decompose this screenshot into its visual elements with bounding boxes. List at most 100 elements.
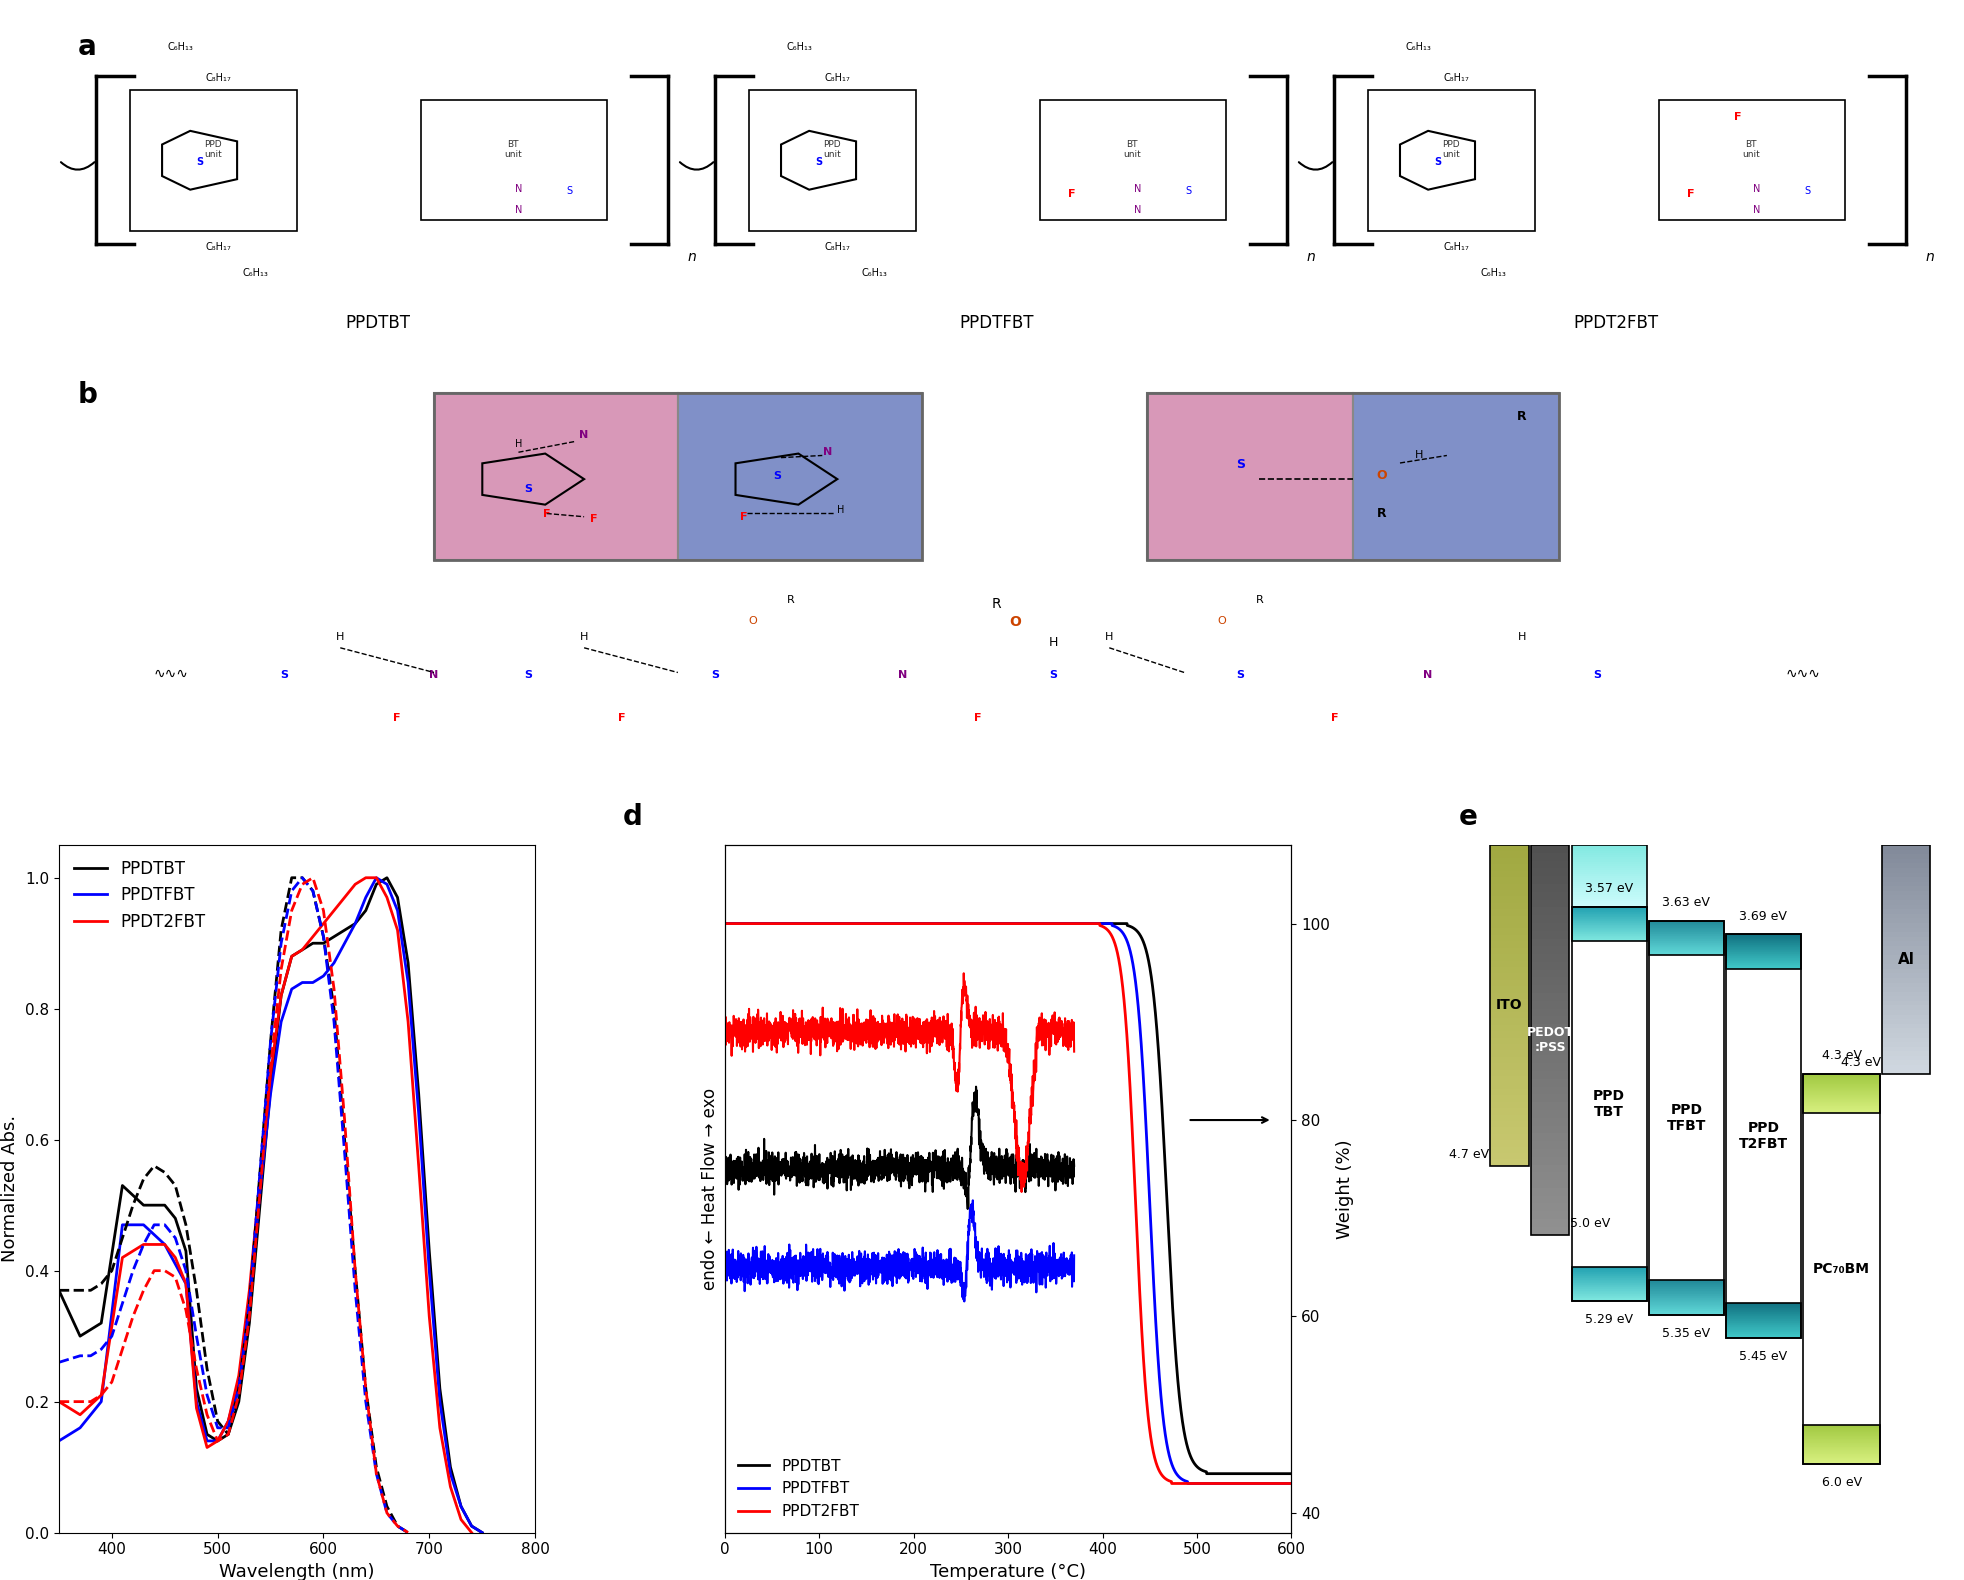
- Text: C₆H₁₃: C₆H₁₃: [1481, 269, 1506, 278]
- Bar: [1491, 980, 1528, 986]
- Bar: [1882, 1038, 1931, 1043]
- Bar: [1491, 1114, 1528, 1120]
- Text: S: S: [1593, 670, 1601, 679]
- Bar: [1491, 961, 1528, 967]
- Text: F: F: [589, 514, 597, 525]
- Bar: [1491, 1120, 1528, 1128]
- Bar: [1530, 1157, 1569, 1164]
- Bar: [1571, 845, 1646, 907]
- Text: N: N: [1424, 670, 1434, 679]
- Bar: [1491, 871, 1528, 877]
- Bar: [1571, 869, 1646, 882]
- Text: F: F: [1734, 112, 1742, 122]
- Text: C₆H₁₃: C₆H₁₃: [1406, 43, 1432, 52]
- Bar: [1571, 905, 1646, 907]
- Bar: [1571, 869, 1646, 872]
- Text: e: e: [1459, 803, 1477, 831]
- Bar: [1491, 1070, 1528, 1076]
- Text: R: R: [786, 594, 793, 605]
- Text: PPDTFBT: PPDTFBT: [960, 314, 1033, 332]
- Text: S: S: [281, 670, 289, 679]
- Bar: [1491, 908, 1528, 915]
- Bar: [1882, 1070, 1931, 1074]
- Bar: [1491, 935, 1528, 942]
- Bar: [1530, 1141, 1569, 1149]
- Bar: [1491, 883, 1528, 890]
- Bar: [1571, 902, 1646, 905]
- Text: F: F: [393, 713, 401, 724]
- Bar: [1882, 964, 1931, 969]
- Bar: [1882, 923, 1931, 927]
- Bar: [1491, 1018, 1528, 1025]
- Bar: [1530, 1024, 1569, 1032]
- Text: Al: Al: [1897, 953, 1915, 967]
- Bar: [1882, 1010, 1931, 1014]
- Bar: [1491, 1095, 1528, 1101]
- Bar: [1882, 951, 1931, 954]
- Bar: [1491, 973, 1528, 980]
- Text: PPD
unit: PPD unit: [1442, 141, 1459, 160]
- Bar: [1882, 1033, 1931, 1038]
- Text: PPD
unit: PPD unit: [823, 141, 841, 160]
- Bar: [1882, 973, 1931, 978]
- Bar: [1530, 1133, 1569, 1141]
- Bar: [1882, 845, 1931, 850]
- Text: S: S: [524, 483, 532, 495]
- Text: R: R: [1377, 507, 1387, 520]
- Text: C₈H₁₇: C₈H₁₇: [825, 242, 850, 251]
- Bar: [1882, 988, 1931, 992]
- Bar: [1882, 1055, 1931, 1060]
- Bar: [1491, 1005, 1528, 1011]
- Text: BT
unit: BT unit: [1123, 141, 1141, 160]
- Bar: [1491, 1108, 1528, 1114]
- Bar: [1530, 1125, 1569, 1133]
- Bar: [1882, 983, 1931, 988]
- Text: C₈H₁₇: C₈H₁₇: [825, 74, 850, 84]
- Bar: [1491, 986, 1528, 992]
- Bar: [1530, 1008, 1569, 1016]
- Bar: [1882, 937, 1931, 942]
- Text: 5.0 eV: 5.0 eV: [1571, 1217, 1610, 1229]
- Text: C₆H₁₃: C₆H₁₃: [167, 43, 194, 52]
- Bar: [1491, 1038, 1528, 1044]
- Text: H: H: [1518, 632, 1526, 643]
- Text: N: N: [1133, 183, 1141, 194]
- Text: a: a: [79, 33, 96, 62]
- Bar: [1530, 1164, 1569, 1172]
- Bar: [1571, 882, 1646, 885]
- Text: 4.7 eV: 4.7 eV: [1449, 1149, 1489, 1161]
- Text: PPD
unit: PPD unit: [204, 141, 222, 160]
- Bar: [1530, 907, 1569, 915]
- Bar: [1571, 858, 1646, 860]
- Text: F: F: [740, 512, 746, 521]
- Bar: [1530, 883, 1569, 891]
- Text: PPD
TBT: PPD TBT: [1593, 1089, 1624, 1119]
- Bar: [1882, 855, 1931, 860]
- Bar: [1491, 902, 1528, 908]
- Bar: [1491, 948, 1528, 954]
- Bar: [1530, 1204, 1569, 1212]
- Bar: [1882, 905, 1931, 908]
- Text: N: N: [823, 447, 833, 458]
- Text: S: S: [1049, 670, 1057, 679]
- Text: PPD
T2FBT: PPD T2FBT: [1738, 1120, 1787, 1152]
- Text: PPDTBT: PPDTBT: [346, 314, 410, 332]
- Y-axis label: Weight (%): Weight (%): [1336, 1139, 1353, 1239]
- Text: PC₇₀BM: PC₇₀BM: [1813, 1262, 1870, 1277]
- Text: C₈H₁₇: C₈H₁₇: [206, 74, 232, 84]
- Bar: [1882, 1024, 1931, 1029]
- Text: H: H: [1106, 632, 1114, 643]
- Text: H: H: [837, 506, 845, 515]
- Bar: [1882, 1065, 1931, 1070]
- Bar: [1491, 1051, 1528, 1057]
- Bar: [1491, 923, 1528, 929]
- Bar: [1530, 861, 1569, 869]
- Bar: [1571, 882, 1646, 894]
- Bar: [1882, 901, 1931, 905]
- Bar: [1530, 1055, 1569, 1063]
- Bar: [1530, 891, 1569, 899]
- Text: BT
unit: BT unit: [1742, 141, 1760, 160]
- Bar: [1530, 1220, 1569, 1226]
- Bar: [1530, 1103, 1569, 1111]
- Bar: [1882, 954, 1931, 959]
